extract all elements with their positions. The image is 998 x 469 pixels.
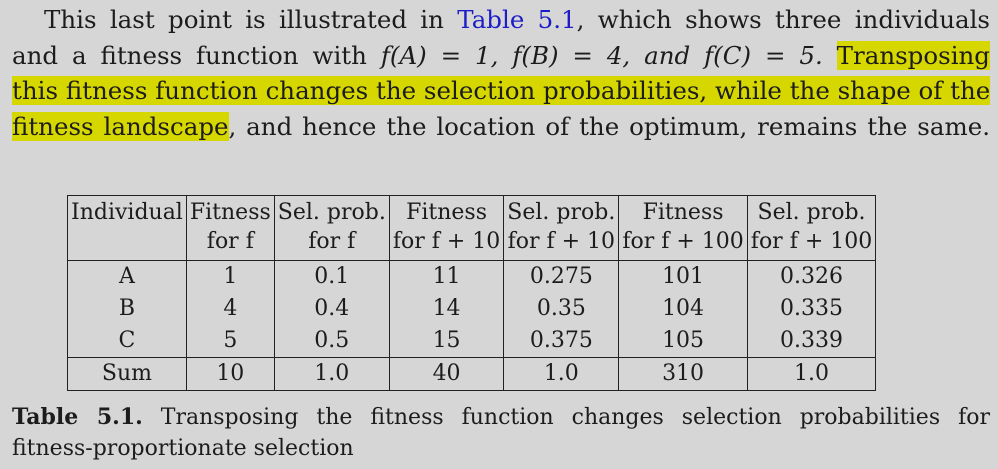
table-reference-link[interactable]: Table 5.1 xyxy=(457,5,577,34)
table-header-row: for f for f for f + 10 for f + 10 for f … xyxy=(67,226,877,261)
sum-cell: 1.0 xyxy=(503,357,620,391)
header-cell: for f + 10 xyxy=(388,226,505,261)
paragraph-line-1: This last point is illustrated in Table … xyxy=(12,2,990,38)
sum-cell: 310 xyxy=(618,357,748,391)
table-cell: 0.275 xyxy=(503,260,620,293)
caption-text: fitness-proportionate selection xyxy=(12,436,354,461)
table-cell: 0.339 xyxy=(746,325,877,358)
caption-line-2: fitness-proportionate selection xyxy=(12,433,990,464)
header-cell: Sel. prob. xyxy=(746,195,877,226)
paragraph-text: , and hence the location of the optimum,… xyxy=(228,111,991,141)
table-cell: 14 xyxy=(388,293,505,325)
body-paragraph: This last point is illustrated in Table … xyxy=(12,2,991,145)
paragraph-line-3: this fitness function changes the select… xyxy=(12,73,991,109)
highlighted-text[interactable]: this fitness function changes the select… xyxy=(12,76,991,105)
paragraph-text: and a fitness function with xyxy=(12,40,381,70)
highlighted-text[interactable]: fitness landscape xyxy=(12,111,229,141)
header-cell: Fitness xyxy=(618,195,748,226)
table-row: A 1 0.1 11 0.275 101 0.326 xyxy=(67,260,877,293)
paragraph-text: , which shows three individuals xyxy=(576,5,990,34)
header-cell: for f + 100 xyxy=(746,226,877,261)
table-header-row: Individual Fitness Sel. prob. Fitness Se… xyxy=(67,195,877,226)
table-cell: 101 xyxy=(618,260,748,293)
table-row: B 4 0.4 14 0.35 104 0.335 xyxy=(67,293,877,325)
table-sum-row: Sum 10 1.0 40 1.0 310 1.0 xyxy=(67,357,877,391)
sum-cell: Sum xyxy=(67,357,187,391)
paragraph-line-2: and a fitness function with f(A) = 1, f(… xyxy=(12,38,990,74)
table-cell: A xyxy=(67,260,187,293)
table-cell: 5 xyxy=(185,325,275,358)
table-cell: 0.5 xyxy=(273,325,390,358)
sum-cell: 1.0 xyxy=(273,357,390,391)
table-cell: 0.4 xyxy=(273,293,390,325)
header-cell: for f + 100 xyxy=(618,226,748,261)
sum-cell: 10 xyxy=(185,357,275,391)
table-cell: 0.35 xyxy=(503,293,620,325)
table-cell: 1 xyxy=(185,260,275,293)
sum-cell: 40 xyxy=(388,357,505,391)
header-cell: Fitness xyxy=(388,195,505,226)
header-cell xyxy=(67,226,187,261)
table-cell: 0.375 xyxy=(503,325,620,358)
table-cell: B xyxy=(67,293,187,325)
header-cell: Individual xyxy=(67,195,187,226)
header-cell: for f xyxy=(273,226,390,261)
fitness-table: Individual Fitness Sel. prob. Fitness Se… xyxy=(67,195,877,391)
header-cell: for f xyxy=(185,226,275,261)
paragraph-text: This last point is illustrated in xyxy=(44,5,458,34)
table-cell: 15 xyxy=(388,325,505,358)
table-row: C 5 0.5 15 0.375 105 0.339 xyxy=(67,325,877,358)
header-cell: Sel. prob. xyxy=(273,195,390,226)
header-cell: for f + 10 xyxy=(503,226,620,261)
table-cell: 0.335 xyxy=(746,293,877,325)
header-cell: Sel. prob. xyxy=(503,195,620,226)
sum-cell: 1.0 xyxy=(746,357,877,391)
table-cell: 11 xyxy=(388,260,505,293)
fitness-table-container: Individual Fitness Sel. prob. Fitness Se… xyxy=(67,195,877,391)
table-cell: C xyxy=(67,325,187,358)
table-caption: Table 5.1. Transposing the fitness funct… xyxy=(12,402,990,464)
header-cell: Fitness xyxy=(185,195,275,226)
table-cell: 4 xyxy=(185,293,275,325)
paragraph-line-4: fitness landscape, and hence the locatio… xyxy=(12,109,990,145)
table-cell: 0.1 xyxy=(273,260,390,293)
fitness-values-math: f(A) = 1, f(B) = 4, and f(C) = 5. xyxy=(380,40,823,70)
highlighted-text[interactable]: Transposing xyxy=(836,40,990,70)
caption-label: Table 5.1. xyxy=(12,404,143,430)
caption-line-1: Table 5.1. Transposing the fitness funct… xyxy=(12,402,990,433)
table-cell: 0.326 xyxy=(746,260,877,293)
caption-text: Transposing the fitness function changes… xyxy=(160,405,990,430)
table-cell: 104 xyxy=(618,293,748,325)
table-cell: 105 xyxy=(618,325,748,358)
